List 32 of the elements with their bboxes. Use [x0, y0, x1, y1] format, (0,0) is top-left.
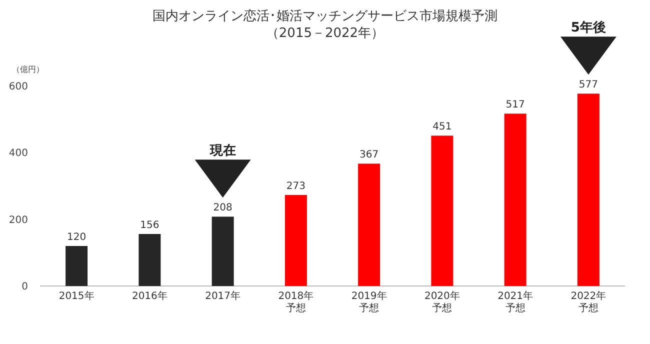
data-label: 208: [213, 202, 232, 214]
data-label: 517: [506, 100, 525, 111]
x-tick-label: 2015年: [58, 291, 96, 303]
bar: [138, 234, 161, 286]
x-tick-label: 2017年: [204, 291, 242, 303]
data-label: 577: [578, 80, 598, 91]
bar: [284, 195, 307, 286]
annotation: 現在: [208, 144, 236, 159]
x-tick-label: 2020年予想: [423, 291, 461, 315]
data-label: 120: [67, 232, 86, 243]
y-axis-title: （億円）: [12, 65, 44, 74]
y-tick-label: 400: [8, 148, 28, 160]
y-tick-label: 600: [8, 82, 28, 92]
bar: [66, 246, 88, 286]
data-label: 367: [360, 150, 379, 161]
y-tick-label: 0: [22, 282, 28, 292]
x-tick-label: 2018年予想: [277, 291, 315, 315]
x-tick-label: 2021年予想: [496, 291, 534, 315]
bar: [577, 94, 600, 286]
data-label: 273: [286, 181, 306, 192]
bar: [504, 114, 526, 286]
data-label: 156: [140, 220, 160, 231]
x-tick-label: 2016年: [130, 291, 168, 303]
chart-subtitle: （2015－2022年）: [266, 26, 384, 41]
data-label: 451: [432, 122, 452, 133]
x-tick-label: 2019年予想: [350, 291, 388, 315]
y-tick-label: 200: [8, 214, 28, 226]
bar: [431, 136, 454, 286]
bar: [358, 164, 380, 286]
x-tick-label: 2022年予想: [570, 291, 608, 315]
bar: [212, 216, 234, 286]
chart-title: 国内オンライン恋活･婚活マッチングサービス市場規模予測: [152, 8, 498, 24]
